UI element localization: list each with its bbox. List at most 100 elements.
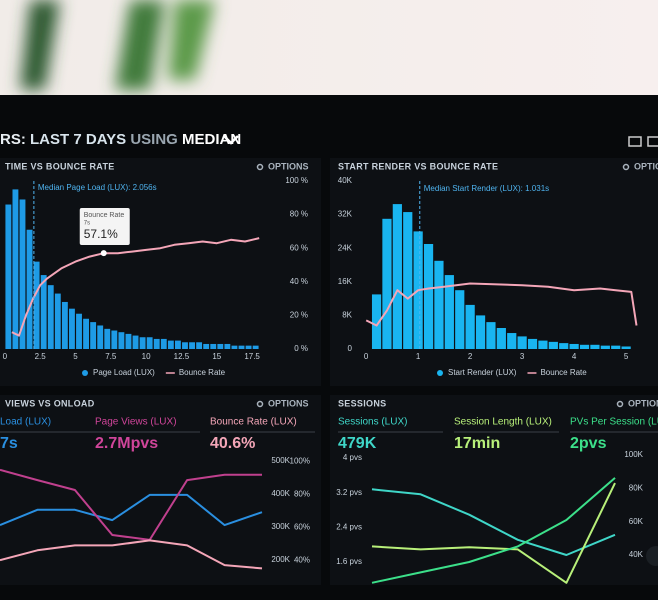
bar [174, 340, 181, 349]
bar [5, 204, 12, 349]
bar [486, 322, 496, 349]
bar [403, 212, 413, 349]
bar [111, 330, 118, 349]
bar [238, 345, 245, 349]
y-tick-label: 500K [271, 456, 290, 465]
options-icon[interactable] [256, 163, 264, 171]
x-tick-label: 15 [212, 352, 221, 361]
header: RS: LAST 7 DAYS USING MEDIAN [0, 131, 241, 148]
y2-tick-label: 80K [629, 483, 644, 492]
panel [0, 158, 321, 386]
bar [90, 322, 97, 349]
bar [125, 333, 132, 349]
stat-value: 40.6% [210, 435, 255, 452]
legend-label: Start Render (LUX) [448, 368, 517, 377]
options-button[interactable]: OPTIONS [634, 161, 658, 171]
bar [26, 229, 33, 349]
bar [600, 345, 610, 349]
x-tick-label: 4 [572, 352, 577, 361]
bar [196, 342, 203, 349]
monitor-icon[interactable] [628, 136, 642, 147]
bar [371, 294, 382, 349]
bar [139, 337, 146, 349]
x-tick-label: 12.5 [174, 352, 190, 361]
y-tick-label: 40K [338, 176, 353, 185]
y2-tick-label: 80% [294, 489, 310, 498]
dropdown-icon[interactable] [223, 135, 239, 145]
y-tick-label: 20 % [290, 311, 308, 320]
header-part: MEDIAN [182, 131, 241, 148]
options-icon[interactable] [616, 400, 624, 408]
stat-value: 2.7Mpvs [95, 435, 158, 452]
options-button[interactable]: OPTIONS [268, 398, 309, 408]
line [11, 237, 260, 337]
y2-tick-label: 100K [624, 450, 643, 459]
bar [579, 344, 590, 349]
tooltip-subtitle: 7s [84, 221, 90, 227]
bar [61, 301, 68, 349]
bar [569, 343, 579, 349]
options-button[interactable]: OPTIONS [628, 398, 658, 408]
tooltip-point [100, 250, 107, 257]
x-tick-label: 17.5 [244, 352, 260, 361]
bar [434, 260, 444, 349]
header-part: RS: [0, 131, 26, 148]
stat-value: 2pvs [570, 435, 607, 452]
bar [146, 337, 153, 349]
bar [118, 332, 125, 349]
stat-label: Session Length (LUX) [454, 417, 552, 428]
stat-value: 7s [0, 435, 18, 452]
bar [496, 328, 506, 349]
panel-title: TIME VS BOUNCE RATE [5, 161, 115, 171]
bar [517, 336, 527, 349]
y-tick-label: 16K [338, 277, 353, 286]
y-tick-label: 80 % [290, 210, 308, 219]
bar [167, 340, 174, 349]
options-icon[interactable] [256, 400, 264, 408]
y-tick-label: 32K [338, 210, 353, 219]
options-icon[interactable] [622, 163, 630, 171]
line [371, 477, 616, 584]
line [371, 488, 616, 556]
header-part: USING [130, 131, 178, 148]
bar [69, 308, 75, 349]
legend-label: Page Load (LUX) [93, 368, 155, 377]
chat-button[interactable] [646, 546, 658, 566]
image-icon[interactable] [647, 136, 658, 147]
y-tick-label: 300K [271, 522, 290, 531]
bar [611, 345, 621, 349]
tooltip-title: Bounce Rate [84, 212, 125, 219]
y-tick-label: 0 % [294, 344, 308, 353]
tooltip [79, 208, 130, 245]
x-tick-label: 2 [468, 352, 473, 361]
x-tick-label: 0 [364, 352, 369, 361]
bar [132, 335, 139, 349]
bar [54, 293, 61, 349]
bar [590, 344, 600, 349]
bar [33, 261, 40, 349]
plant [20, 0, 215, 90]
stat-value: 17min [454, 435, 500, 452]
y-tick-label: 8K [342, 311, 352, 320]
bar [475, 315, 486, 349]
x-tick-label: 3 [520, 352, 525, 361]
line [0, 468, 262, 541]
y-tick-label: 60 % [290, 243, 308, 252]
y-tick-label: 2.4 pvs [336, 522, 362, 531]
bar [455, 290, 465, 349]
bar [40, 275, 47, 349]
panel [0, 395, 321, 585]
bar [548, 341, 558, 349]
y-tick-label: 4 pvs [343, 453, 362, 462]
bar [231, 345, 238, 349]
bar [527, 338, 538, 349]
bar [382, 218, 392, 349]
options-button[interactable]: OPTIONS [268, 161, 309, 171]
legend-swatch [82, 370, 88, 376]
x-tick-label: 1 [416, 352, 421, 361]
stat-value: 479K [338, 435, 377, 452]
stat-label: Load (LUX) [0, 417, 51, 428]
bar [203, 343, 210, 349]
bar [507, 333, 517, 349]
y-tick-label: 0 [348, 344, 353, 353]
